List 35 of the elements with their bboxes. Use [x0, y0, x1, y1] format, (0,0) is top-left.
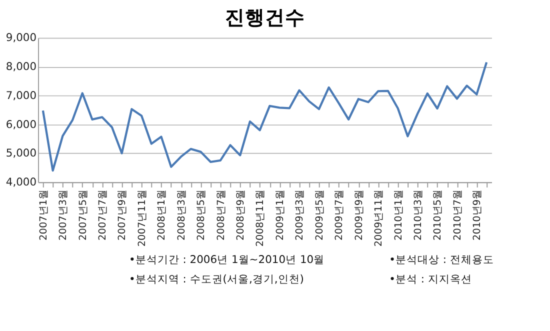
- text: •분석대상 : 전체용도: [389, 253, 494, 266]
- text: •분석기간 : 2006년 1월~2010년 10월: [129, 253, 325, 266]
- x-tick-label: 2007년7월: [98, 189, 109, 240]
- x-tick-label: 2010년5월: [432, 189, 444, 240]
- line-series: [42, 61, 488, 172]
- x-tick-label: 2009년9월: [354, 189, 365, 240]
- y-tick-label: 4,000: [6, 176, 37, 189]
- x-tick-label: 2007년11월: [136, 189, 148, 247]
- x-tick-label: 2009년1월: [274, 189, 286, 240]
- x-tick-label: 2010년7월: [452, 189, 464, 240]
- x-tick-label: 2009년7월: [334, 189, 346, 240]
- x-tick-label: 2009년11월: [374, 189, 385, 247]
- y-tick-label: 5,000: [6, 146, 37, 160]
- x-tick-label: 2010년9월: [472, 189, 484, 240]
- x-tick-label: 2010년3월: [412, 189, 424, 240]
- x-tick-label: 2008년7월: [216, 189, 227, 240]
- x-tick-label: 2008년11월: [255, 189, 266, 247]
- x-tick-label: 2008년1월: [156, 189, 168, 240]
- x-tick-label: 2010년1월: [393, 189, 404, 240]
- x-tick-label: 2009년3월: [294, 189, 306, 240]
- x-tick-label: 2008년9월: [236, 189, 247, 240]
- chart-title: 진행건수: [224, 6, 305, 30]
- x-tick-label: 2009년5월: [314, 189, 326, 240]
- text: •분석지역 : 수도권(서울,경기,인천): [129, 272, 304, 286]
- x-tick-label: 2008년5월: [196, 189, 208, 240]
- y-tick-label: 7,000: [6, 88, 37, 102]
- y-tick-label: 9,000: [6, 31, 37, 44]
- y-tick-label: 8,000: [6, 60, 37, 74]
- x-tick-label: 2007년1월: [38, 189, 50, 240]
- x-tick-label: 2008년3월: [176, 189, 188, 240]
- x-tick-label: 2007년9월: [117, 189, 128, 240]
- y-tick-label: 6,000: [6, 118, 37, 131]
- text: •분석 : 지지옥션: [389, 272, 472, 286]
- x-tick-label: 2007년3월: [58, 189, 70, 240]
- x-tick-label: 2007년5월: [78, 189, 89, 240]
